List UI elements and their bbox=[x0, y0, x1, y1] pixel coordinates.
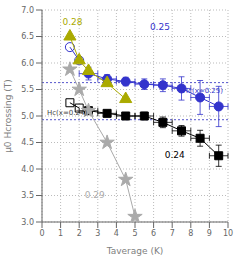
svg-text:0.25: 0.25 bbox=[150, 22, 170, 32]
svg-text:5: 5 bbox=[132, 229, 137, 238]
svg-text:4: 4 bbox=[114, 229, 119, 238]
svg-text:6.5: 6.5 bbox=[21, 32, 34, 41]
svg-text:0: 0 bbox=[39, 229, 44, 238]
svg-text:3: 3 bbox=[95, 229, 100, 238]
svg-text:Taverage (K): Taverage (K) bbox=[106, 246, 164, 256]
svg-text:3.0: 3.0 bbox=[21, 218, 34, 227]
svg-text:4.0: 4.0 bbox=[21, 165, 34, 174]
svg-text:10: 10 bbox=[223, 229, 230, 238]
svg-text:6: 6 bbox=[151, 229, 156, 238]
svg-text:5.5: 5.5 bbox=[21, 85, 34, 94]
svg-text:8: 8 bbox=[188, 229, 193, 238]
svg-text:0.24: 0.24 bbox=[165, 150, 185, 160]
svg-text:7.0: 7.0 bbox=[21, 6, 34, 15]
svg-text:7: 7 bbox=[170, 229, 175, 238]
svg-text:5.0: 5.0 bbox=[21, 112, 34, 121]
svg-text:4.5: 4.5 bbox=[21, 138, 34, 147]
svg-text:3.5: 3.5 bbox=[21, 191, 34, 200]
svg-text:9: 9 bbox=[207, 229, 212, 238]
svg-text:0.29: 0.29 bbox=[85, 190, 105, 200]
svg-text:6.0: 6.0 bbox=[21, 59, 34, 68]
svg-text:0.28: 0.28 bbox=[62, 17, 82, 27]
svg-text:μ0 Hcrossing (T): μ0 Hcrossing (T) bbox=[8, 79, 13, 153]
svg-text:Hc(x=0.25): Hc(x=0.25) bbox=[183, 87, 223, 95]
svg-text:2: 2 bbox=[77, 229, 82, 238]
svg-text:1: 1 bbox=[58, 229, 63, 238]
svg-text:Hc(x=0.24): Hc(x=0.24) bbox=[47, 109, 87, 117]
